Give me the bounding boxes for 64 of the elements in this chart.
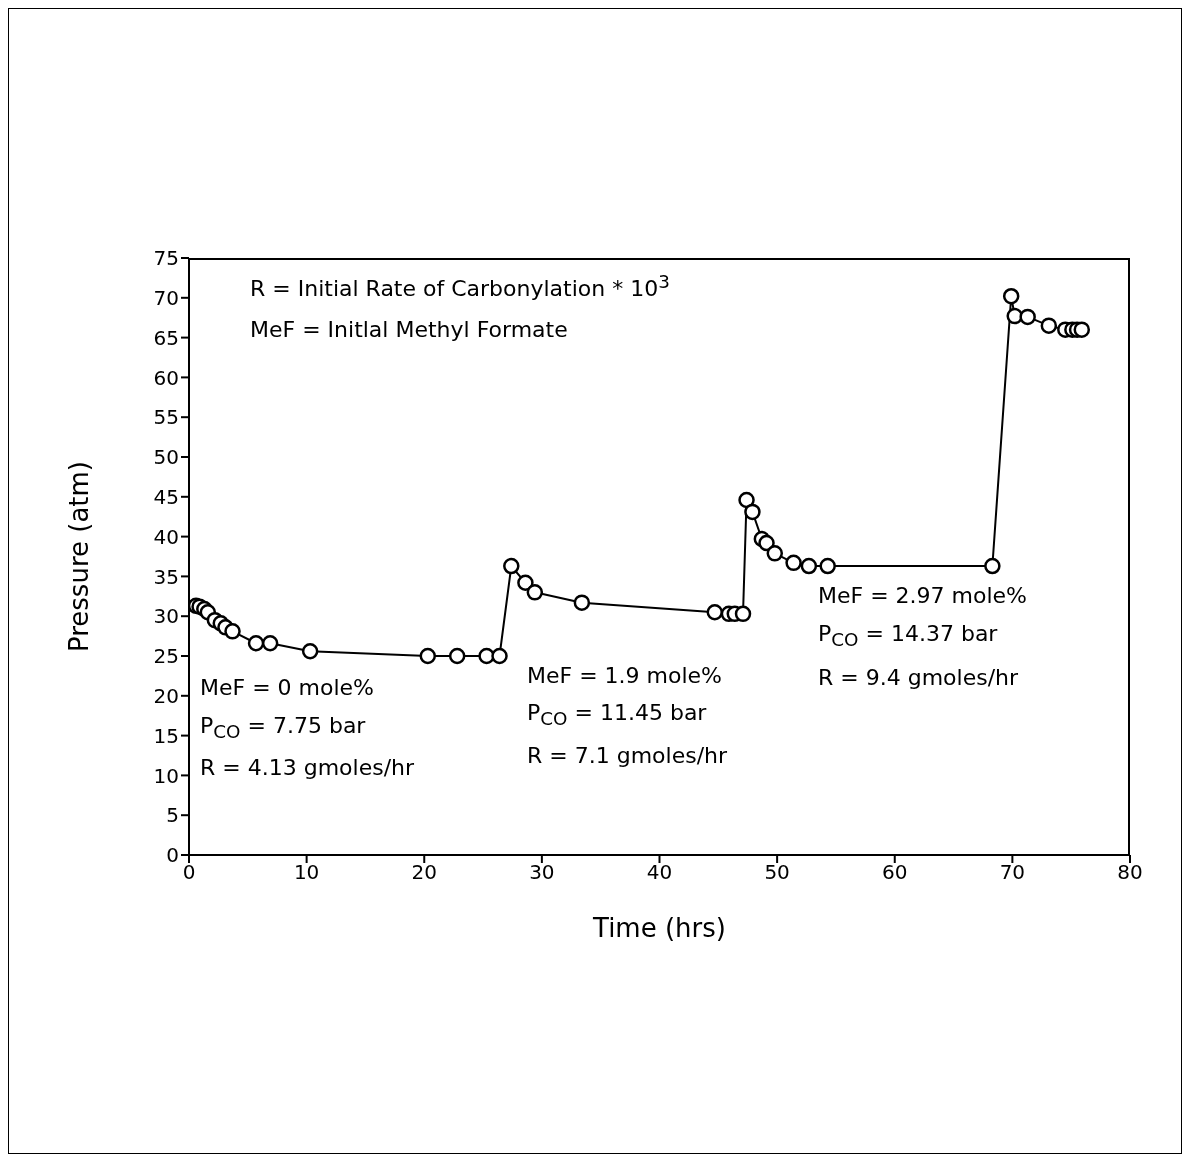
point (758, 534, 775, 552)
x-tick-label: 10 (293, 860, 320, 885)
point (301, 642, 319, 660)
x-tick-label: 70 (999, 860, 1026, 885)
point (491, 647, 508, 665)
point (503, 557, 520, 575)
y-tick-label: 55 (153, 405, 179, 430)
annotation: R = Initial Rate of Carbonylation * 10$^{3}$ (250, 271, 670, 302)
point (526, 584, 544, 601)
x-tick-label: 50 (764, 860, 790, 885)
y-tick-label: 10 (153, 763, 179, 788)
y-tick-label: 35 (153, 564, 179, 589)
y-tick-label: 25 (153, 644, 179, 669)
x-axis-title: Time (hrs) (592, 913, 726, 943)
annotation: P$_{CO}$ = 7.75 bar (200, 713, 366, 743)
y-tick-label: 5 (166, 803, 179, 828)
y-tick-label: 20 (153, 683, 179, 708)
point (1073, 321, 1091, 338)
y-tick-label: 65 (153, 325, 179, 350)
y-tick-label: 40 (153, 524, 179, 549)
point (1019, 308, 1036, 326)
annotation: MeF = 0 mole% (200, 675, 375, 700)
annotation: P$_{CO}$ = 11.45 bar (527, 700, 707, 730)
point (744, 503, 761, 521)
annotation: R = 4.13 gmoles/hr (200, 755, 415, 780)
annotation: MeF = Initlal Methyl Formate (250, 317, 568, 342)
x-tick-label: 0 (182, 860, 196, 885)
y-tick-label: 60 (153, 365, 179, 390)
point (738, 491, 755, 509)
point (419, 647, 437, 665)
y-tick-label: 75 (153, 246, 179, 271)
y-axis-title: Pressure (atm) (64, 460, 95, 653)
annotation: R = 7.1 gmoles/hr (527, 743, 728, 768)
point (706, 603, 724, 621)
point (517, 574, 534, 592)
y-tick-label: 45 (153, 484, 179, 509)
point (573, 594, 591, 611)
annotation: MeF = 2.97 mole% (818, 583, 1028, 608)
y-tick-label: 70 (153, 285, 179, 310)
point (1006, 307, 1023, 325)
point (819, 557, 836, 575)
point (224, 623, 241, 640)
x-tick-label: 60 (882, 860, 908, 885)
point (1002, 287, 1020, 305)
x-tick-label: 20 (411, 860, 437, 885)
y-tick-label: 0 (166, 843, 179, 868)
annotation: R = 9.4 gmoles/hr (818, 665, 1019, 690)
point (448, 647, 466, 665)
point (766, 545, 784, 562)
x-tick-label: 30 (529, 860, 555, 885)
y-tick-label: 15 (153, 723, 179, 748)
x-tick-label: 80 (1117, 860, 1143, 885)
point (247, 635, 265, 652)
y-tick-label: 50 (153, 445, 179, 470)
annotation: P$_{CO}$ = 14.37 bar (818, 621, 998, 651)
point (785, 554, 802, 572)
point (984, 557, 1001, 575)
point (1040, 317, 1058, 334)
point (800, 557, 818, 575)
annotation: MeF = 1.9 mole% (527, 663, 723, 688)
y-tick-label: 30 (153, 604, 179, 629)
x-tick-label: 40 (646, 860, 673, 885)
point (734, 605, 752, 623)
point (261, 635, 279, 652)
